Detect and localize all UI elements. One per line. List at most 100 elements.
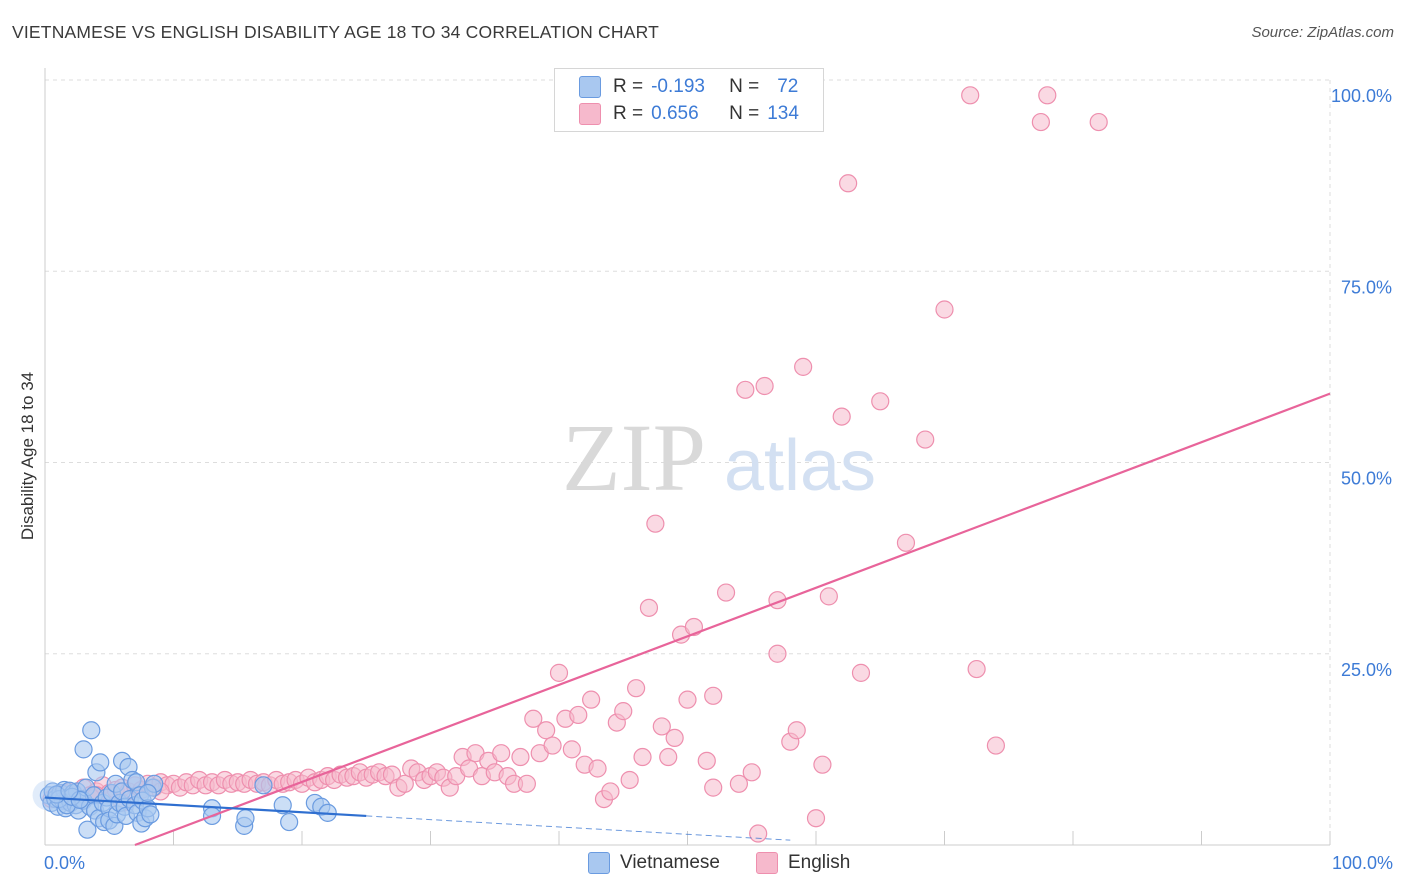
legend-row-vietnamese: R = -0.193 N = 72 xyxy=(579,75,798,99)
vietnamese-n-label: N = xyxy=(729,76,760,97)
english-point xyxy=(569,705,588,725)
vietnamese-point xyxy=(236,809,255,828)
english-point xyxy=(729,774,749,793)
vietnamese-points xyxy=(32,721,337,839)
english-point xyxy=(819,587,838,606)
trend-lines xyxy=(44,392,1331,847)
english-point xyxy=(871,392,890,411)
english-point xyxy=(678,690,697,709)
english-point xyxy=(511,747,530,767)
english-point xyxy=(755,376,774,396)
axes xyxy=(44,68,1331,846)
english-n-label: N = xyxy=(729,103,760,124)
vietnamese-point xyxy=(60,781,79,800)
english-point xyxy=(839,174,858,193)
english-point xyxy=(517,774,536,793)
english-r-value: 0.656 xyxy=(651,103,699,124)
y-tick-label: 25.0% xyxy=(1341,660,1392,680)
english-point xyxy=(537,721,556,740)
vietnamese-r-label: R = xyxy=(613,76,644,97)
y-tick-label: 100.0% xyxy=(1331,86,1392,106)
legend-item-vietnamese: Vietnamese xyxy=(588,852,720,874)
english-point xyxy=(395,774,414,793)
english-point xyxy=(1031,112,1050,132)
english-point xyxy=(813,755,832,774)
english-point xyxy=(562,740,581,759)
source-label: Source: ZipAtlas.com xyxy=(1251,24,1394,41)
english-point xyxy=(652,717,671,736)
english-point xyxy=(543,736,562,755)
y-tick-label: 50.0% xyxy=(1341,469,1392,489)
english-n-value: 134 xyxy=(767,103,799,124)
chart-title: VIETNAMESE VS ENGLISH DISABILITY AGE 18 … xyxy=(12,22,660,42)
vietnamese-point xyxy=(138,783,157,803)
legend-item-english: English xyxy=(756,852,850,874)
vietnamese-point xyxy=(280,812,299,832)
vietnamese-r-value: -0.193 xyxy=(651,76,705,97)
english-swatch xyxy=(579,103,601,125)
english-point xyxy=(697,751,716,770)
english-point xyxy=(620,770,639,790)
english-point xyxy=(749,824,768,843)
x-tick-label-right: 100.0% xyxy=(1332,853,1393,873)
vietnamese-swatch xyxy=(579,76,601,98)
english-point xyxy=(736,380,755,399)
english-point xyxy=(787,721,806,740)
english-point xyxy=(1089,112,1108,132)
english-point xyxy=(961,86,980,105)
correlation-legend: R = -0.193 N = 72 R = 0.656 N = 134 xyxy=(554,68,824,132)
english-point xyxy=(665,728,684,748)
watermark-zip: ZIP xyxy=(562,404,706,511)
english-point xyxy=(492,744,511,763)
vietnamese-point xyxy=(82,721,101,740)
english-point xyxy=(851,663,871,682)
english-point xyxy=(794,357,813,376)
english-point xyxy=(524,709,543,728)
english-point xyxy=(614,702,633,721)
english-point xyxy=(626,679,646,698)
english-point xyxy=(832,407,851,426)
vietnamese-point-cluster xyxy=(32,780,63,811)
english-point xyxy=(582,690,601,709)
english-point xyxy=(588,759,607,778)
english-point xyxy=(601,782,620,801)
vietnamese-point xyxy=(254,776,273,795)
vietnamese-point xyxy=(78,820,97,839)
y-tick-label: 75.0% xyxy=(1341,277,1392,297)
english-point xyxy=(896,533,916,552)
english-point xyxy=(768,644,787,663)
english-point xyxy=(704,778,723,797)
english-point xyxy=(716,583,736,602)
english-point xyxy=(986,736,1006,755)
watermark: ZIP atlas xyxy=(562,404,876,511)
english-point xyxy=(646,514,665,533)
x-tick-label-left: 0.0% xyxy=(44,853,85,873)
tick-labels: 25.0% 50.0% 75.0% 100.0% 0.0% 100.0% xyxy=(44,86,1393,873)
vietnamese-point xyxy=(74,740,93,759)
english-point xyxy=(742,763,761,782)
english-trend-line xyxy=(134,392,1331,847)
watermark-atlas: atlas xyxy=(724,426,876,506)
english-point xyxy=(549,663,569,682)
english-point xyxy=(967,659,986,679)
english-point xyxy=(916,430,935,449)
english-legend-swatch xyxy=(756,852,778,874)
english-point xyxy=(704,686,723,705)
vietnamese-point xyxy=(91,753,110,772)
vietnamese-trend-line xyxy=(44,796,367,818)
vietnamese-n-value: 72 xyxy=(777,76,799,97)
english-point xyxy=(633,747,652,767)
vietnamese-point xyxy=(141,805,160,824)
legend-row-english: R = 0.656 N = 134 xyxy=(579,102,799,126)
vietnamese-legend-label: Vietnamese xyxy=(620,852,720,873)
series-legend: Vietnamese English xyxy=(0,852,1406,876)
vietnamese-trend-extension xyxy=(366,815,791,841)
english-point xyxy=(1038,86,1057,105)
vietnamese-point xyxy=(273,796,292,815)
english-point xyxy=(659,747,678,767)
english-point xyxy=(806,809,826,828)
english-point xyxy=(639,598,659,617)
english-r-label: R = xyxy=(613,103,644,124)
vietnamese-legend-swatch xyxy=(588,852,610,874)
